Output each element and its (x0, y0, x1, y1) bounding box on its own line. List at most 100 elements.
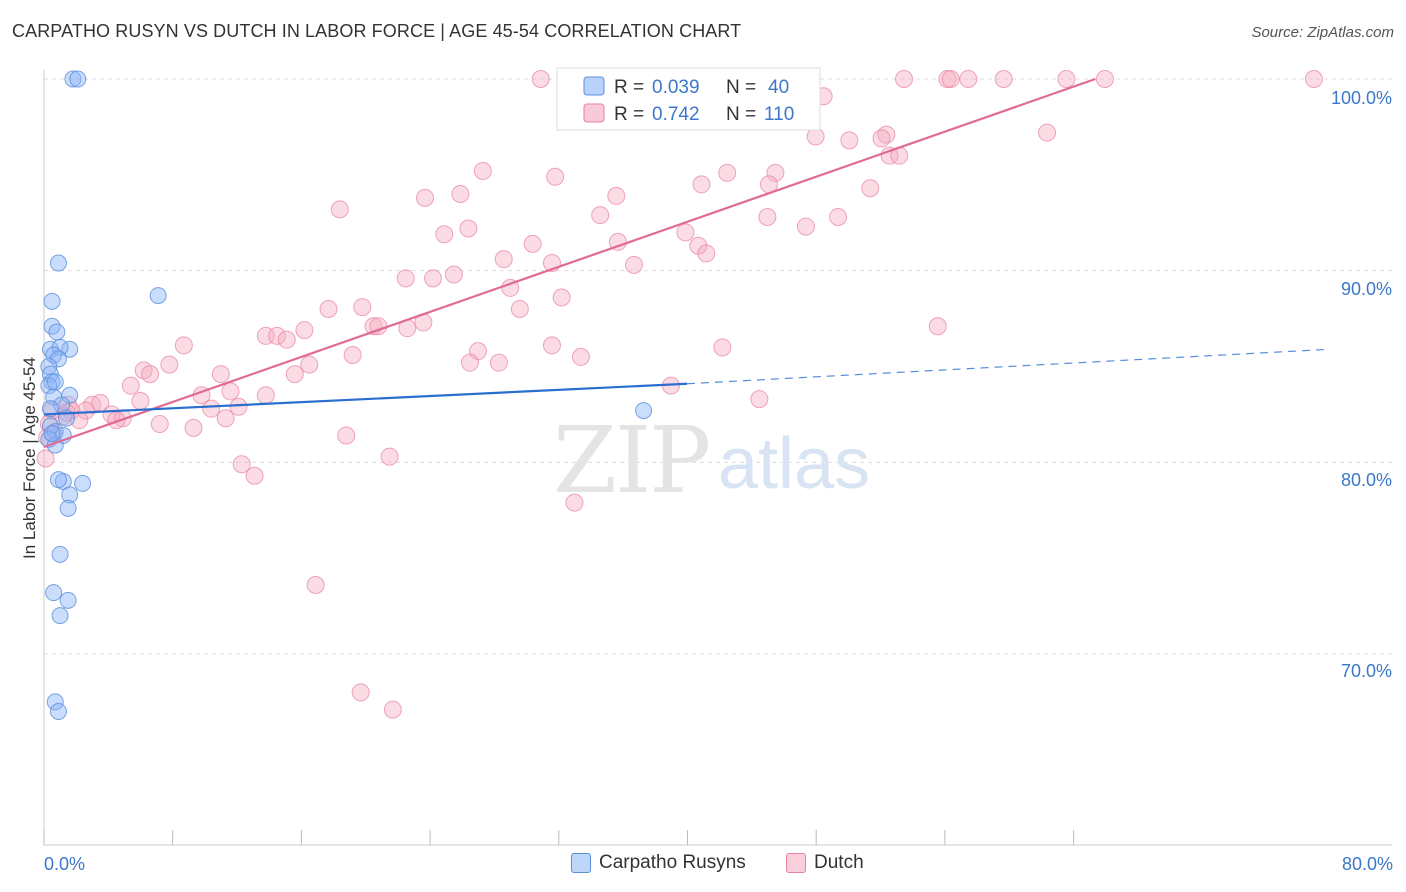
carpatho-rusyn-trend-extension (686, 348, 1331, 385)
dutch-point-35 (435, 225, 454, 244)
carpatho-rusyn-point-2 (49, 254, 67, 272)
carpatho-rusyn-point-34 (45, 584, 63, 602)
carpatho-rusyn-point-16 (46, 373, 64, 391)
legend-n-label-carpatho: N = (726, 77, 761, 98)
dutch-point-109 (351, 683, 370, 702)
carpatho-rusyn-point-33 (51, 545, 69, 563)
legend-label-carpatho-rusyns: Carpatho Rusyns (599, 852, 746, 873)
dutch-point-20 (546, 167, 565, 186)
dutch-point-77 (256, 386, 275, 405)
dutch-point-9 (1095, 70, 1114, 88)
dutch-point-67 (160, 355, 179, 374)
carpatho-rusyn-trend-line (43, 382, 688, 416)
dutch-point-56 (928, 317, 947, 336)
dutch-point-45 (424, 269, 443, 288)
dutch-point-107 (565, 493, 584, 512)
dutch-point-13 (840, 131, 859, 150)
carpatho-rusyn-point-27 (43, 425, 61, 443)
dutch-point-29 (330, 200, 349, 219)
dutch-point-19 (473, 162, 492, 180)
carpatho-rusyn-point-30 (74, 474, 92, 492)
legend-item-carpatho-rusyns: Carpatho Rusyns (571, 852, 746, 874)
dutch-point-12 (806, 127, 825, 146)
series-legend: Carpatho Rusyns Dutch (0, 852, 1406, 878)
dutch-point-70 (460, 353, 479, 372)
x-tick-label-min: 0.0% (44, 854, 85, 874)
dutch-point-79 (750, 390, 769, 409)
dutch-point-26 (451, 185, 470, 203)
dutch-point-49 (319, 300, 338, 318)
dutch-point-30 (591, 206, 610, 225)
y-axis-title: In Labor Force | Age 45-54 (20, 357, 39, 559)
dutch-point-23 (692, 175, 711, 194)
legend-n-value-carpatho: 40 (768, 77, 789, 98)
dutch-point-37 (523, 234, 542, 253)
legend-r-label-dutch: R = (614, 104, 649, 125)
dutch-point-28 (607, 186, 626, 205)
carpatho-rusyn-point-6 (48, 323, 66, 341)
dutch-point-104 (380, 447, 399, 466)
dutch-point-50 (353, 298, 372, 317)
dutch-point-18 (1038, 123, 1057, 142)
legend-item-dutch: Dutch (786, 852, 864, 874)
carpatho-rusyn-point-32 (59, 499, 77, 517)
y-tick-label-100: 100.0% (1331, 88, 1392, 108)
dutch-point-103 (337, 426, 356, 445)
x-axis-ticks (43, 830, 1075, 845)
source-credit: Source: ZipAtlas.com (1251, 24, 1394, 41)
dutch-point-51 (510, 300, 529, 318)
dutch-point-75 (121, 376, 140, 395)
dutch-point-0 (531, 70, 550, 88)
dutch-point-46 (444, 265, 463, 284)
dutch-point-84 (202, 399, 221, 418)
dutch-point-27 (415, 188, 434, 207)
legend-r-value-dutch: 0.742 (652, 104, 700, 125)
carpatho-rusyn-point-20 (41, 400, 59, 418)
dutch-point-32 (829, 208, 848, 226)
dutch-point-25 (861, 179, 880, 198)
dutch-point-74 (300, 355, 319, 374)
dutch-trend-line (43, 77, 1096, 449)
dutch-point-38 (608, 232, 627, 251)
carpatho-rusyn-point-0 (64, 70, 82, 88)
y-tick-label-90: 90.0% (1341, 279, 1392, 299)
carpatho-rusyn-point-31 (61, 486, 79, 504)
legend-n-value-dutch: 110 (764, 104, 794, 125)
dutch-point-44 (396, 269, 415, 288)
legend-swatch-carpatho-rusyns (571, 853, 591, 873)
dutch-point-7 (994, 70, 1013, 88)
dutch-point-95 (184, 418, 203, 437)
legend-swatch-carpatho (583, 76, 605, 96)
dutch-point-85 (229, 397, 248, 416)
legend-r-value-carpatho: 0.039 (652, 77, 700, 98)
dutch-point-108 (306, 576, 325, 594)
watermark-atlas: atlas (718, 424, 870, 504)
dutch-point-72 (141, 365, 160, 384)
dutch-point-34 (459, 219, 478, 238)
dutch-point-43 (624, 255, 643, 274)
dutch-point-110 (383, 700, 402, 719)
carpatho-rusyn-point-36 (51, 607, 69, 625)
dutch-point-48 (552, 288, 571, 307)
carpatho-rusyn-point-39 (635, 402, 653, 420)
dutch-point-61 (174, 336, 193, 355)
y-tick-label-80: 80.0% (1341, 470, 1392, 490)
trend-lines (43, 77, 1331, 449)
dutch-point-21 (718, 163, 737, 182)
dutch-point-83 (131, 392, 150, 410)
grid-lines (44, 78, 1392, 655)
dutch-point-33 (796, 217, 815, 236)
dutch-point-40 (697, 244, 716, 263)
dutch-point-10 (1304, 70, 1323, 88)
dutch-point-66 (571, 347, 590, 366)
carpatho-rusyn-points (40, 70, 653, 720)
carpatho-rusyn-point-35 (59, 591, 77, 609)
dutch-point-41 (494, 250, 513, 269)
chart-title: CARPATHO RUSYN VS DUTCH IN LABOR FORCE |… (12, 21, 742, 41)
x-tick-label-max: 80.0% (1342, 854, 1393, 874)
dutch-point-31 (758, 208, 777, 226)
dutch-point-106 (245, 466, 264, 485)
dutch-point-102 (36, 449, 55, 468)
dutch-points (36, 70, 1323, 719)
